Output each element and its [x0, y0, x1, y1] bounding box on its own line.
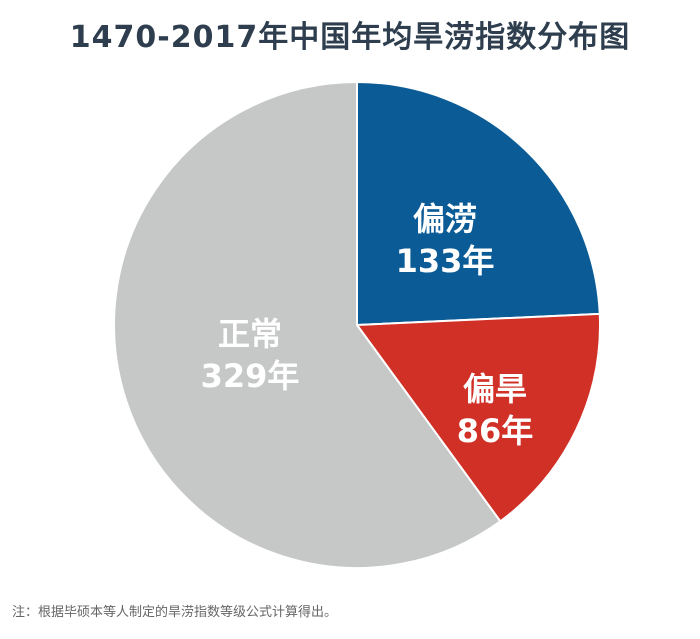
slice-label-name-1: 偏涝 [413, 200, 477, 238]
pie-slice-1 [356, 80, 601, 327]
slice-label-value-1: 133年 [396, 242, 495, 280]
slice-label-value-3: 329年 [201, 357, 300, 395]
footnote: 注：根据毕硕本等人制定的旱涝指数等级公式计算得出。 [12, 605, 338, 620]
slice-label-name-2: 偏旱 [463, 370, 527, 408]
slice-label-value-2: 86年 [457, 412, 534, 450]
chart-title: 1470-2017年中国年均旱涝指数分布图 [69, 20, 631, 55]
pie-slice-3 [113, 80, 502, 569]
pie-slice-2 [355, 312, 601, 523]
slice-label-name-3: 正常 [218, 315, 282, 353]
